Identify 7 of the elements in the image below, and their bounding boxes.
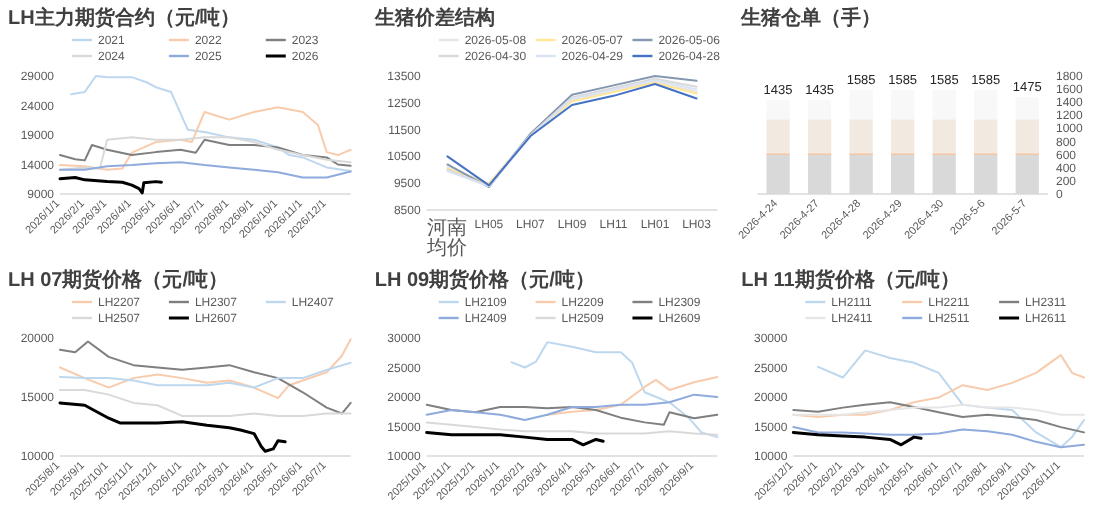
chart-title: LH 11期货价格（元/吨） [741,268,961,292]
chart-title: LH 09期货价格（元/吨） [374,268,595,292]
chart-title: 生猪价差结构 [372,6,495,30]
chart-title: LH 07期货价格（元/吨） [8,268,229,292]
chart-title: 生猪仓单（手） [739,6,882,30]
chart-title: LH主力期货合约（元/吨） [8,6,241,30]
x-tick-label: 河南均价 [425,216,468,260]
